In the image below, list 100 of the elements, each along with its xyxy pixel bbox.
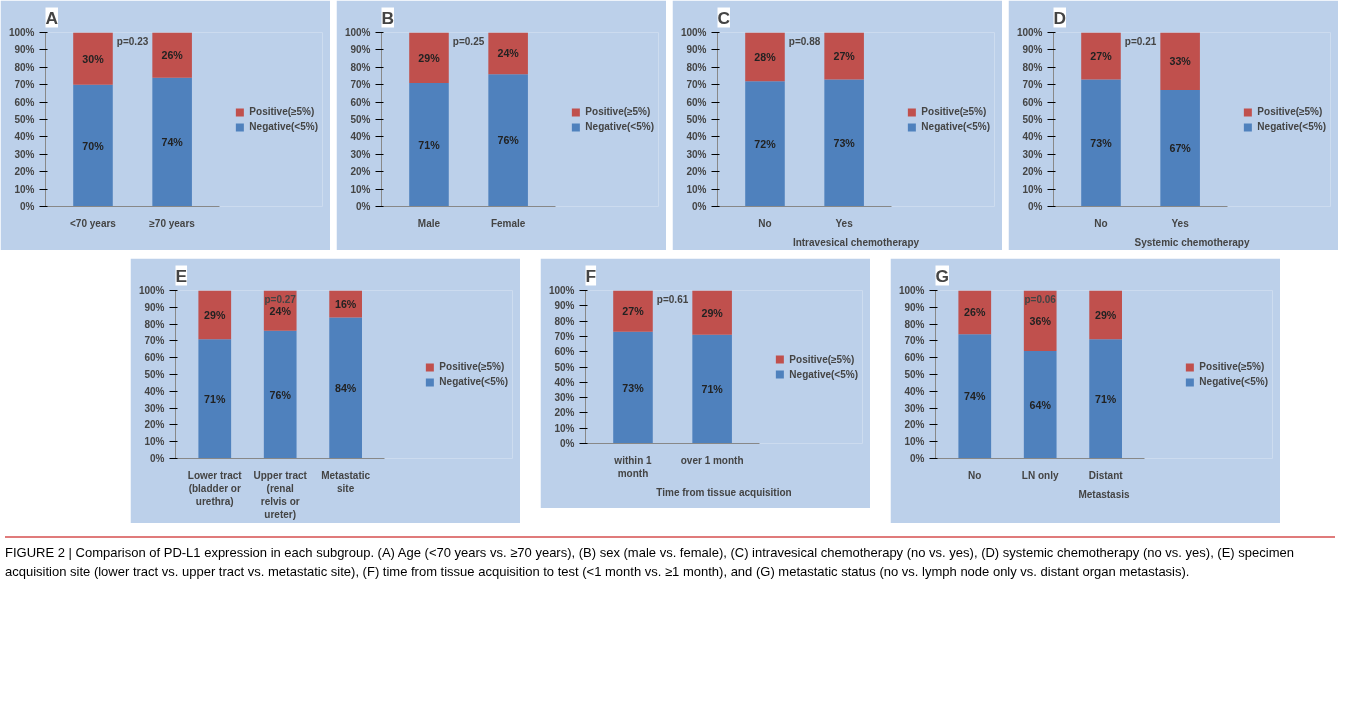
bar <box>613 331 653 444</box>
data-label: 76% <box>269 388 292 401</box>
legend-label: Negative(<5%) <box>439 376 508 387</box>
y-tick-label: 40% <box>554 376 575 388</box>
y-tick-label: 50% <box>144 369 165 380</box>
bar <box>1089 339 1122 459</box>
chart-title: E <box>175 265 188 286</box>
x-tick-label: ≥70 years <box>149 217 196 229</box>
y-tick-label: 0% <box>692 201 707 212</box>
y-tick-label: 20% <box>144 419 165 431</box>
y-tick-label: 20% <box>1022 166 1043 178</box>
bar <box>692 290 732 335</box>
y-tick-label: 50% <box>350 114 371 125</box>
data-label: 72% <box>754 137 777 150</box>
data-label: 29% <box>1094 308 1117 321</box>
bar <box>329 317 362 459</box>
bar <box>409 82 449 207</box>
y-tick-label: 10% <box>904 436 925 448</box>
bar <box>488 74 528 207</box>
caption: FIGURE 2 | Comparison of PD-L1 expression in each subgroup. (A) Age (<70 years vs. ≥70 years), (B) sex (male vs. female), (C) intravesical chemotherapy (no vs. yes), (D) systemic chemotherapy (no vs. yes), (E) specimen acquisition site (lower tract vs. upper tract vs. metastatic site), (F) time from tissue acquisition to test (<1 month vs. ≥1 month), and (G) metastatic status (no vs. lymph node only vs. distant organ metastasis). <box>5 536 1335 582</box>
y-tick-label: 10% <box>14 183 35 195</box>
y-tick-label: 70% <box>1022 79 1043 91</box>
data-label: 26% <box>161 49 184 62</box>
y-tick-label: 60% <box>554 346 575 358</box>
y-tick-label: 60% <box>904 352 925 364</box>
legend-label: Negative(<5%) <box>1257 121 1326 132</box>
y-tick-label: 0% <box>1028 201 1043 212</box>
data-label: 73% <box>622 381 645 394</box>
x-tick-label: Upper tract (renal relvis or ureter) <box>253 469 308 521</box>
chart-title: F <box>585 265 597 286</box>
data-label: 71% <box>204 392 226 405</box>
x-tick-label: Metastatic site <box>321 469 371 494</box>
data-label: 71% <box>1094 392 1117 405</box>
data-label: 27% <box>833 49 856 62</box>
bar <box>1160 32 1200 90</box>
y-tick-label: 20% <box>554 407 575 419</box>
x-tick-label: No <box>1094 217 1108 229</box>
data-label: 27% <box>622 305 645 318</box>
bar <box>824 79 864 207</box>
y-tick-label: 100% <box>548 285 575 296</box>
x-tick-label: Female <box>490 217 526 229</box>
chart-title: A <box>45 7 59 28</box>
y-tick-label: 60% <box>686 96 707 108</box>
data-label: 16% <box>334 297 357 310</box>
data-label: 26% <box>964 306 986 319</box>
y-tick-label: 70% <box>554 330 575 342</box>
data-label: 73% <box>833 136 856 149</box>
data-label: 76% <box>497 134 520 147</box>
y-tick-label: 90% <box>350 44 371 56</box>
bar <box>198 339 232 459</box>
bar <box>152 32 192 78</box>
data-label: 74% <box>964 390 986 403</box>
legend-label: Positive(≥5%) <box>1199 361 1265 372</box>
y-tick-label: 100% <box>8 27 35 38</box>
y-tick-label: 40% <box>1022 131 1043 143</box>
y-tick-label: 50% <box>904 369 925 380</box>
annotation: p=0.88 <box>788 35 821 47</box>
y-tick-label: 80% <box>554 315 575 327</box>
y-tick-label: 20% <box>686 166 707 178</box>
x-tick-label: LN only <box>1021 469 1059 481</box>
x-tick-label: <70 years <box>70 217 117 229</box>
y-tick-label: 50% <box>554 361 575 373</box>
annotation: p=0.25 <box>452 35 485 47</box>
bar <box>1023 350 1057 459</box>
y-tick-label: 60% <box>1022 96 1043 108</box>
data-label: 84% <box>334 381 357 394</box>
bar <box>824 32 864 80</box>
chart-title: C <box>717 7 731 28</box>
y-tick-label: 60% <box>144 352 165 364</box>
y-tick-label: 30% <box>350 148 371 160</box>
y-tick-label: 30% <box>14 148 35 160</box>
y-tick-label: 80% <box>350 61 371 73</box>
y-tick-label: 30% <box>554 392 575 404</box>
y-tick-label: 90% <box>904 301 925 313</box>
y-tick-label: 90% <box>14 44 35 56</box>
y-tick-label: 90% <box>686 44 707 56</box>
y-tick-label: 70% <box>686 79 707 91</box>
y-tick-label: 100% <box>138 285 165 296</box>
bar <box>1081 32 1121 80</box>
y-tick-label: 40% <box>144 385 165 397</box>
x-tick-label: No <box>758 217 772 229</box>
y-tick-label: 30% <box>144 402 165 414</box>
bar <box>745 81 785 207</box>
bar <box>73 32 113 85</box>
legend-label: Negative(<5%) <box>249 121 318 132</box>
annotation: p=0.23 <box>116 35 149 47</box>
data-label: 74% <box>161 136 184 149</box>
y-tick-label: 20% <box>904 419 925 431</box>
y-tick-label: 40% <box>686 131 707 143</box>
annotation: p=0.27 <box>264 293 297 305</box>
data-label: 36% <box>1029 314 1052 327</box>
bar <box>409 32 449 83</box>
data-label: 24% <box>269 304 292 317</box>
bar <box>263 330 297 459</box>
chart-title: B <box>381 7 395 28</box>
y-tick-label: 100% <box>898 285 925 296</box>
data-label: 33% <box>1169 55 1192 68</box>
x-tick-label: Yes <box>835 217 854 229</box>
annotation: p=0.06 <box>1024 293 1057 305</box>
legend-label: Negative(<5%) <box>585 121 654 132</box>
